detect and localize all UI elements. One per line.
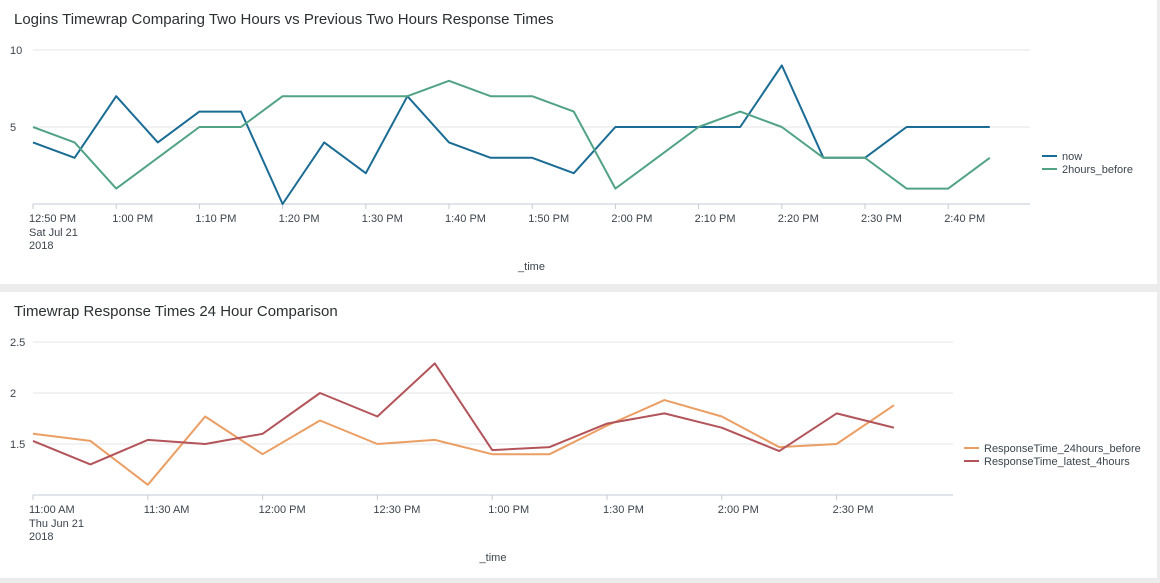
series-line-now bbox=[32, 64, 990, 205]
x-tick-label: 1:30 PM bbox=[603, 504, 644, 516]
y-tick-label: 10 bbox=[10, 45, 22, 57]
x-tick-label: 2:00 PM bbox=[611, 213, 652, 225]
x-tick-label: 2:30 PM bbox=[861, 213, 902, 225]
chart-title: Timewrap Response Times 24 Hour Comparis… bbox=[14, 303, 338, 320]
series-line-ResponseTime_24hours_before bbox=[32, 399, 895, 486]
x-axis-title: _time bbox=[517, 261, 545, 273]
y-tick-label: 2 bbox=[10, 388, 16, 400]
x-tick-label: 11:00 AM bbox=[29, 504, 75, 516]
x-tick-sublabel: Thu Jun 21 bbox=[29, 518, 84, 530]
x-tick-label: 1:50 PM bbox=[528, 213, 569, 225]
y-tick-label: 2.5 bbox=[10, 337, 25, 349]
chart-panel-logins: Logins Timewrap Comparing Two Hours vs P… bbox=[0, 0, 1157, 284]
x-tick-sublabel: Sat Jul 21 bbox=[29, 227, 78, 239]
series-line-ResponseTime_latest_4hours bbox=[32, 362, 895, 466]
chart-logins-timewrap: 5 10 12:50 PM 1:00 PM 1:10 PM 1:20 PM 1:30 PM 1… bbox=[10, 45, 1133, 273]
legend-label: now bbox=[1062, 151, 1082, 163]
x-tick-label: 12:30 PM bbox=[373, 504, 420, 516]
chart-title: Logins Timewrap Comparing Two Hours vs P… bbox=[14, 11, 554, 28]
y-tick-label: 5 bbox=[10, 122, 16, 134]
x-tick-label: 2:40 PM bbox=[944, 213, 985, 225]
x-tick-label: 12:50 PM bbox=[29, 213, 76, 225]
chart-panel-response-times: Timewrap Response Times 24 Hour Comparis… bbox=[0, 292, 1157, 578]
x-axis-title: _time bbox=[479, 552, 507, 564]
x-tick-label: 1:00 PM bbox=[488, 504, 529, 516]
x-tick-sublabel: 2018 bbox=[29, 531, 53, 543]
x-tick-label: 1:30 PM bbox=[362, 213, 403, 225]
x-tick-label: 2:00 PM bbox=[718, 504, 759, 516]
x-tick-label: 1:20 PM bbox=[279, 213, 320, 225]
x-tick-label: 1:00 PM bbox=[112, 213, 153, 225]
x-tick-label: 2:10 PM bbox=[695, 213, 736, 225]
x-tick-label: 1:40 PM bbox=[445, 213, 486, 225]
legend-label: ResponseTime_24hours_before bbox=[984, 443, 1141, 455]
x-tick-label: 2:30 PM bbox=[833, 504, 874, 516]
y-tick-label: 1.5 bbox=[10, 439, 25, 451]
x-tick-label: 11:30 AM bbox=[144, 504, 190, 516]
series-line-2hours_before bbox=[32, 79, 991, 190]
x-tick-sublabel: 2018 bbox=[29, 240, 53, 252]
chart-response-times-24h: 1.5 2 2.5 11:00 AM 11:30 AM 12:00 PM 12:30 PM 1… bbox=[10, 337, 1141, 564]
x-tick-label: 2:20 PM bbox=[778, 213, 819, 225]
legend-label: ResponseTime_latest_4hours bbox=[984, 456, 1130, 468]
legend-label: 2hours_before bbox=[1062, 164, 1133, 176]
x-tick-label: 12:00 PM bbox=[259, 504, 306, 516]
x-tick-label: 1:10 PM bbox=[195, 213, 236, 225]
